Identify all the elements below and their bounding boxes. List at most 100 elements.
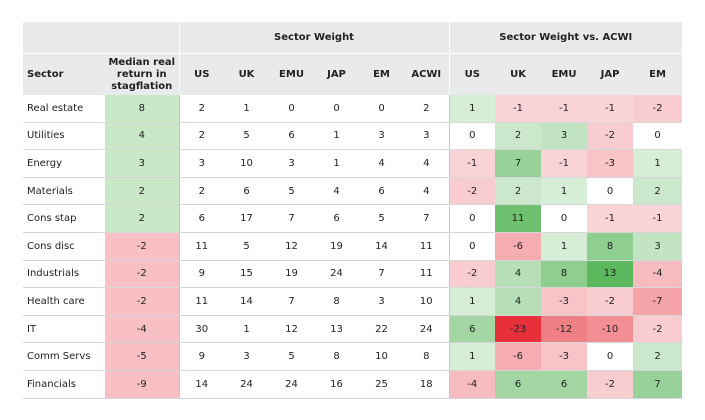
sector-name: Energy (23, 149, 105, 178)
weight-jap-cell: 24 (314, 260, 359, 289)
weight-acwi-cell: 8 (404, 342, 450, 371)
diff-jap-cell: 8 (587, 232, 634, 261)
sector-name: Real estate (23, 95, 105, 123)
weight-us-cell: 6 (178, 204, 224, 233)
weight-jap-cell: 8 (314, 342, 359, 371)
diff-uk-cell: -1 (495, 95, 542, 123)
header-blank (23, 22, 179, 54)
table-row: Comm Servs -5 9 3 5 8 10 8 1 -6 -3 0 2 (23, 342, 683, 371)
table-row: Financials -9 14 24 24 16 25 18 -4 6 6 -2 7 (23, 370, 683, 399)
diff-jap-cell: -10 (587, 315, 634, 344)
weight-uk-cell: 3 (224, 342, 269, 371)
weight-us-cell: 2 (178, 177, 224, 206)
diff-us-cell: -2 (448, 177, 496, 206)
sector-name: Financials (23, 370, 105, 399)
diff-em-cell: 2 (633, 177, 683, 206)
diff-us-cell: 1 (448, 287, 496, 316)
weight-uk-cell: 5 (224, 122, 269, 151)
weight-em-cell: 3 (359, 287, 404, 316)
header-weight-us: US (178, 53, 224, 95)
diff-jap-cell: -2 (587, 122, 634, 151)
weight-jap-cell: 1 (314, 122, 359, 151)
sector-name: Health care (23, 287, 105, 316)
diff-us-cell: 6 (448, 315, 496, 344)
diff-emu-cell: -1 (541, 149, 588, 178)
weight-acwi-cell: 7 (404, 204, 450, 233)
median-return-cell: 4 (105, 122, 179, 151)
diff-uk-cell: 6 (495, 370, 542, 399)
weight-uk-cell: 15 (224, 260, 269, 289)
header-sector: Sector (23, 53, 105, 95)
weight-uk-cell: 17 (224, 204, 269, 233)
diff-em-cell: -4 (633, 260, 683, 289)
diff-uk-cell: 11 (495, 204, 542, 233)
weight-emu-cell: 5 (269, 177, 314, 206)
diff-em-cell: 3 (633, 232, 683, 261)
weight-us-cell: 2 (178, 95, 224, 123)
diff-jap-cell: -1 (587, 95, 634, 123)
weight-em-cell: 3 (359, 122, 404, 151)
table-row: Cons stap 2 6 17 7 6 5 7 0 11 0 -1 -1 (23, 204, 683, 233)
weight-uk-cell: 1 (224, 315, 269, 344)
median-return-cell: 3 (105, 149, 179, 178)
diff-em-cell: 0 (633, 122, 683, 151)
header-diff-us: US (448, 53, 496, 95)
weight-jap-cell: 6 (314, 204, 359, 233)
header-weight-uk: UK (224, 53, 269, 95)
diff-em-cell: -2 (633, 95, 683, 123)
diff-us-cell: -4 (448, 370, 496, 399)
header-group-row: Sector Weight Sector Weight vs. ACWI (23, 22, 683, 54)
table-body: Real estate 8 2 1 0 0 0 2 1 -1 -1 -1 -2 Utilities 4 2 5 6… (23, 95, 683, 399)
diff-us-cell: 0 (448, 122, 496, 151)
diff-us-cell: -1 (448, 149, 496, 178)
sector-name: IT (23, 315, 105, 344)
median-return-cell: -5 (105, 342, 179, 371)
weight-acwi-cell: 3 (404, 122, 450, 151)
weight-emu-cell: 3 (269, 149, 314, 178)
diff-emu-cell: 6 (541, 370, 588, 399)
diff-emu-cell: 1 (541, 177, 588, 206)
median-return-cell: 2 (105, 177, 179, 206)
weight-emu-cell: 6 (269, 122, 314, 151)
diff-em-cell: -1 (633, 204, 683, 233)
diff-us-cell: 0 (448, 232, 496, 261)
sector-name: Cons disc (23, 232, 105, 261)
diff-em-cell: -7 (633, 287, 683, 316)
table-row: IT -4 30 1 12 13 22 24 6 -23 -12 -10 -2 (23, 315, 683, 344)
median-return-cell: -9 (105, 370, 179, 399)
weight-em-cell: 14 (359, 232, 404, 261)
diff-jap-cell: -2 (587, 370, 634, 399)
diff-emu-cell: 0 (541, 204, 588, 233)
table-row: Utilities 4 2 5 6 1 3 3 0 2 3 -2 0 (23, 122, 683, 151)
weight-emu-cell: 12 (269, 232, 314, 261)
weight-emu-cell: 7 (269, 204, 314, 233)
weight-jap-cell: 1 (314, 149, 359, 178)
weight-jap-cell: 0 (314, 95, 359, 123)
weight-us-cell: 9 (178, 342, 224, 371)
diff-em-cell: 7 (633, 370, 683, 399)
weight-us-cell: 11 (178, 232, 224, 261)
weight-em-cell: 10 (359, 342, 404, 371)
header-sector-weight-vs-acwi: Sector Weight vs. ACWI (448, 22, 683, 54)
table-row: Cons disc -2 11 5 12 19 14 11 0 -6 1 8 3 (23, 232, 683, 261)
header-diff-em: EM (633, 53, 683, 95)
header-median-real-return: Median real return in stagflation (105, 53, 179, 95)
table-row: Health care -2 11 14 7 8 3 10 1 4 -3 -2 -7 (23, 287, 683, 316)
median-return-cell: -4 (105, 315, 179, 344)
weight-em-cell: 6 (359, 177, 404, 206)
diff-jap-cell: -1 (587, 204, 634, 233)
header-diff-jap: JAP (587, 53, 634, 95)
table-row: Energy 3 3 10 3 1 4 4 -1 7 -1 -3 1 (23, 149, 683, 178)
median-return-cell: 2 (105, 204, 179, 233)
weight-acwi-cell: 18 (404, 370, 450, 399)
sector-name: Industrials (23, 260, 105, 289)
weight-us-cell: 14 (178, 370, 224, 399)
table-row: Materials 2 2 6 5 4 6 4 -2 2 1 0 2 (23, 177, 683, 206)
diff-uk-cell: -6 (495, 232, 542, 261)
diff-emu-cell: -3 (541, 287, 588, 316)
weight-us-cell: 30 (178, 315, 224, 344)
weight-acwi-cell: 11 (404, 260, 450, 289)
sector-name: Utilities (23, 122, 105, 151)
weight-jap-cell: 13 (314, 315, 359, 344)
header-weight-emu: EMU (269, 53, 314, 95)
